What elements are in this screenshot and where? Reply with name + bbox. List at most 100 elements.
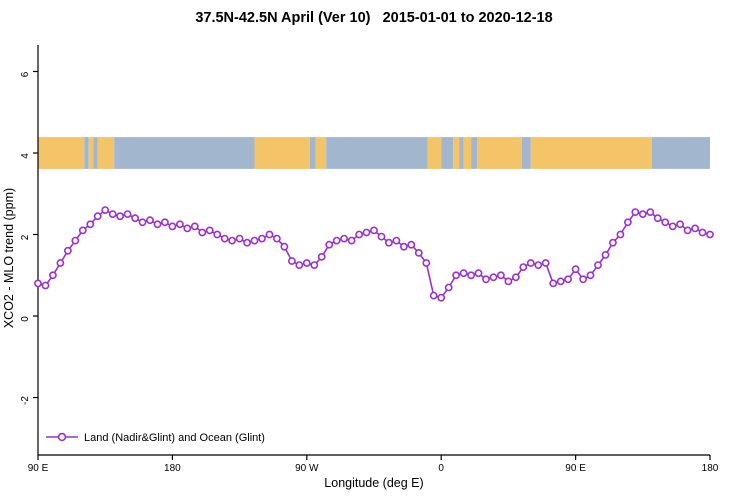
data-point xyxy=(384,238,393,247)
axes: 90 E 180 90 W 0 90 E 180 -2 0 2 4 6 xyxy=(20,45,719,474)
data-point xyxy=(332,236,341,245)
data-point xyxy=(347,236,356,245)
land-segment xyxy=(453,137,460,169)
data-point xyxy=(146,216,154,225)
data-point xyxy=(228,236,236,245)
x-tick-label: 90 W xyxy=(295,463,319,474)
legend-label: Land (Nadir&Glint) and Ocean (Glint) xyxy=(84,432,265,444)
data-point xyxy=(93,212,102,221)
data-point xyxy=(325,240,334,249)
data-point xyxy=(467,271,475,280)
data-point xyxy=(474,269,483,278)
data-series xyxy=(34,206,714,302)
data-point xyxy=(407,240,416,249)
data-point xyxy=(78,226,87,235)
ocean-segment xyxy=(309,137,316,169)
data-point xyxy=(116,212,124,221)
land-segment xyxy=(477,137,522,169)
y-tick-label: -2 xyxy=(20,396,31,405)
data-point xyxy=(549,279,558,288)
ocean-segment xyxy=(521,137,531,169)
data-point xyxy=(624,218,632,227)
data-point xyxy=(668,222,677,231)
data-point xyxy=(489,273,498,282)
data-point xyxy=(683,226,692,235)
data-point xyxy=(272,234,281,243)
land-segment xyxy=(463,137,472,169)
data-point xyxy=(287,257,296,265)
data-point xyxy=(452,271,460,280)
data-point xyxy=(56,259,65,267)
data-point xyxy=(355,230,363,239)
data-point xyxy=(392,236,401,245)
data-point xyxy=(131,214,139,223)
data-point xyxy=(86,220,95,229)
land-segment xyxy=(88,137,94,169)
data-point xyxy=(295,261,304,269)
x-tick-label: 90 E xyxy=(565,463,586,474)
data-point xyxy=(235,234,244,243)
data-point xyxy=(168,222,177,231)
data-point xyxy=(138,218,147,227)
data-point xyxy=(496,271,505,280)
data-point xyxy=(601,250,610,259)
data-point xyxy=(653,214,662,223)
x-tick-label: 180 xyxy=(702,463,719,474)
ocean-segment xyxy=(326,137,428,169)
data-point xyxy=(579,275,587,284)
ocean-segment xyxy=(84,137,89,169)
land-ocean-band xyxy=(38,137,710,169)
ocean-segment xyxy=(471,137,478,169)
data-point xyxy=(49,271,57,280)
data-point xyxy=(556,277,565,286)
data-point xyxy=(198,228,207,237)
data-point xyxy=(370,226,378,235)
data-point xyxy=(437,293,446,302)
ocean-segment xyxy=(651,137,710,169)
legend-marker-icon xyxy=(57,432,67,442)
legend xyxy=(46,432,78,442)
ocean-segment xyxy=(441,137,454,169)
data-point xyxy=(101,206,110,214)
data-point xyxy=(541,259,550,267)
data-point xyxy=(377,232,386,241)
data-point xyxy=(205,226,214,235)
ocean-segment xyxy=(114,137,255,169)
data-point xyxy=(691,224,699,233)
data-point xyxy=(646,208,655,216)
data-point xyxy=(213,230,222,239)
data-point xyxy=(616,230,625,239)
data-point xyxy=(160,218,169,227)
y-tick-label: 4 xyxy=(20,153,31,159)
data-point xyxy=(519,263,528,271)
chart-title: 37.5N-42.5N April (Ver 10) 2015-01-01 to… xyxy=(195,10,552,26)
data-point xyxy=(302,259,311,267)
y-tick-label: 2 xyxy=(20,234,31,240)
land-segment xyxy=(315,137,327,169)
data-point xyxy=(422,259,431,267)
data-point xyxy=(638,210,647,218)
data-point xyxy=(459,269,468,278)
data-point xyxy=(265,230,274,239)
data-point xyxy=(698,228,707,237)
land-segment xyxy=(254,137,310,169)
data-point xyxy=(280,242,289,251)
data-point xyxy=(534,261,543,269)
data-point xyxy=(175,220,184,229)
y-axis-title: XCO2 - MLO trend (ppm) xyxy=(2,188,16,328)
data-point xyxy=(123,210,132,218)
data-point xyxy=(153,220,162,229)
y-tick-label: 0 xyxy=(20,316,31,322)
land-segment xyxy=(530,137,652,169)
y-tick-label: 6 xyxy=(20,71,31,77)
data-point xyxy=(676,220,684,229)
data-point xyxy=(258,234,266,243)
data-point xyxy=(250,236,259,245)
data-point xyxy=(399,242,408,251)
data-point xyxy=(108,210,117,218)
data-point xyxy=(414,248,423,257)
data-point xyxy=(64,246,72,255)
data-point xyxy=(504,277,513,286)
x-tick-label: 90 E xyxy=(28,463,49,474)
